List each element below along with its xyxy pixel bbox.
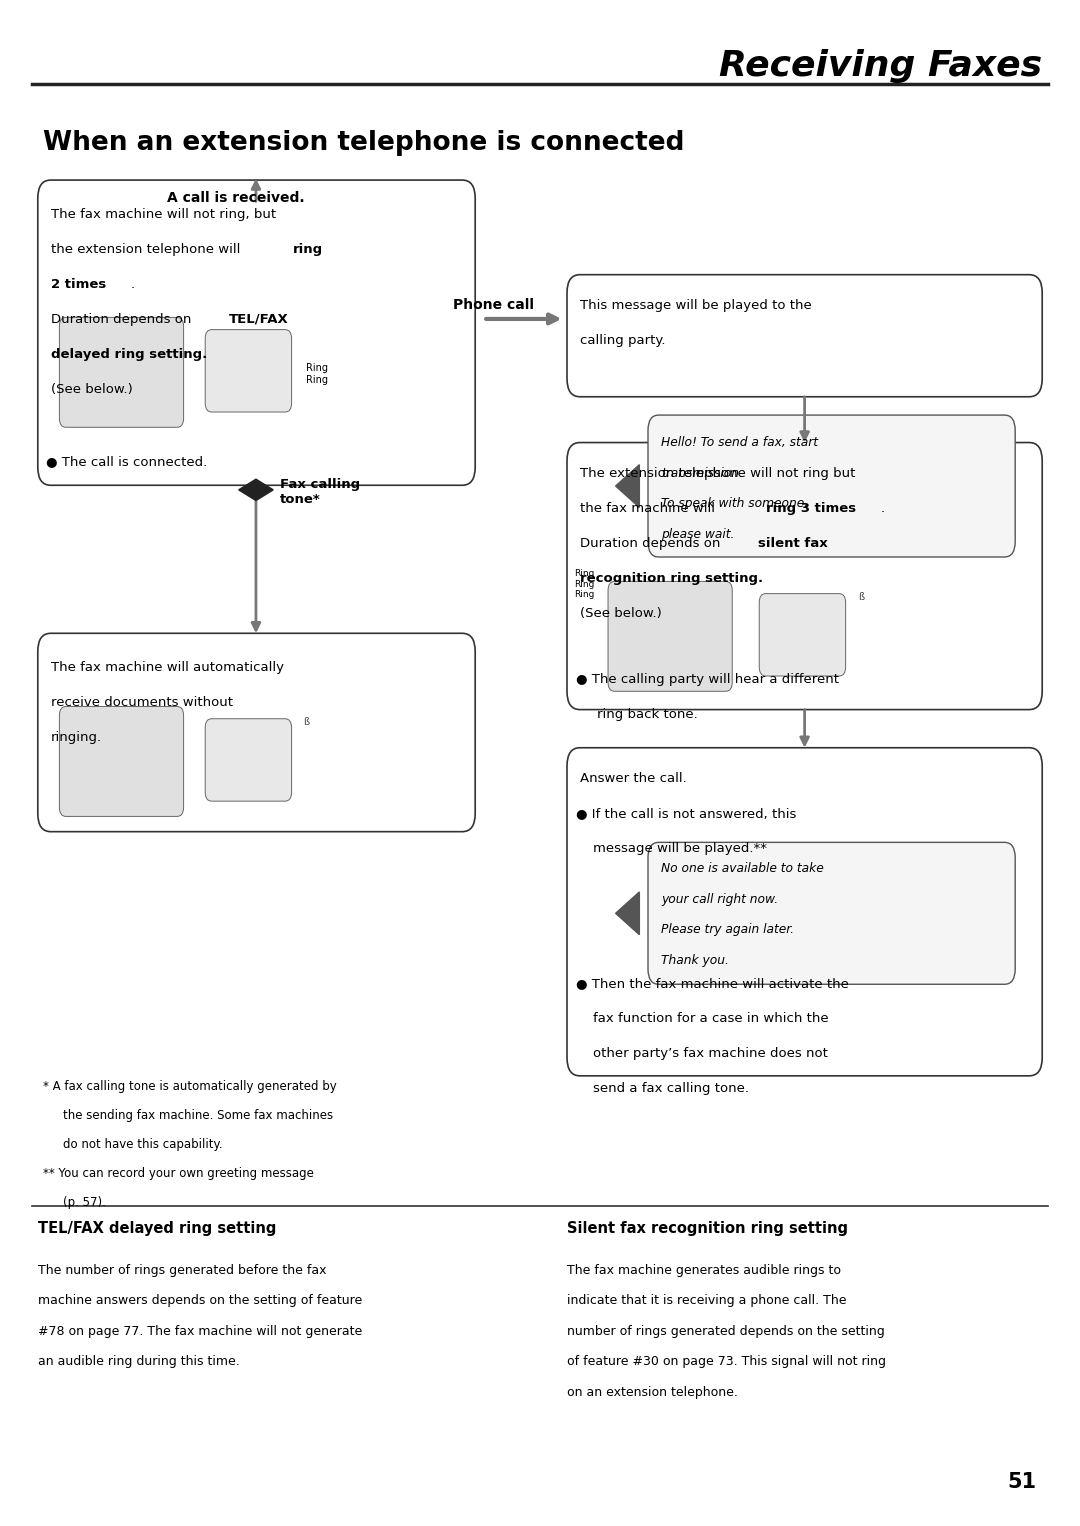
Text: other party’s fax machine does not: other party’s fax machine does not [593, 1047, 827, 1061]
Text: The fax machine generates audible rings to: The fax machine generates audible rings … [567, 1264, 841, 1277]
Text: Phone call: Phone call [454, 298, 534, 311]
FancyBboxPatch shape [567, 748, 1042, 1076]
Text: Ring
Ring
Ring: Ring Ring Ring [575, 569, 595, 600]
Text: .: . [880, 502, 885, 516]
Text: on an extension telephone.: on an extension telephone. [567, 1386, 738, 1399]
FancyBboxPatch shape [59, 317, 184, 427]
Text: #78 on page 77. The fax machine will not generate: #78 on page 77. The fax machine will not… [38, 1325, 362, 1338]
FancyBboxPatch shape [567, 275, 1042, 397]
Text: Duration depends on: Duration depends on [51, 313, 195, 327]
Text: the sending fax machine. Some fax machines: the sending fax machine. Some fax machin… [63, 1109, 333, 1123]
Text: Please try again later.: Please try again later. [661, 923, 794, 937]
Text: .: . [131, 278, 135, 291]
Text: No one is available to take: No one is available to take [661, 862, 824, 876]
Text: your call right now.: your call right now. [661, 893, 778, 906]
Text: do not have this capability.: do not have this capability. [63, 1138, 222, 1152]
FancyBboxPatch shape [648, 842, 1015, 984]
Text: delayed ring setting.: delayed ring setting. [51, 348, 207, 362]
Text: When an extension telephone is connected: When an extension telephone is connected [43, 130, 685, 156]
Text: ß: ß [859, 592, 865, 603]
Text: Fax calling
tone*: Fax calling tone* [280, 478, 360, 505]
Text: Answer the call.: Answer the call. [580, 772, 687, 786]
Text: This message will be played to the: This message will be played to the [580, 299, 812, 313]
Text: ** You can record your own greeting message: ** You can record your own greeting mess… [43, 1167, 314, 1181]
Text: fax function for a case in which the: fax function for a case in which the [593, 1012, 828, 1025]
FancyBboxPatch shape [59, 707, 184, 816]
Text: Thank you.: Thank you. [661, 954, 729, 967]
Text: ● Then the fax machine will activate the: ● Then the fax machine will activate the [576, 977, 849, 990]
FancyBboxPatch shape [648, 415, 1015, 557]
Text: ringing.: ringing. [51, 731, 102, 745]
Text: (See below.): (See below.) [51, 383, 133, 397]
Text: Ring
Ring: Ring Ring [306, 363, 327, 385]
Text: Receiving Faxes: Receiving Faxes [719, 49, 1042, 82]
Text: 51: 51 [1008, 1473, 1037, 1492]
FancyBboxPatch shape [205, 719, 292, 801]
Text: send a fax calling tone.: send a fax calling tone. [593, 1082, 748, 1096]
Text: TEL/FAX: TEL/FAX [229, 313, 288, 327]
Text: message will be played.**: message will be played.** [593, 842, 767, 856]
Text: the extension telephone will: the extension telephone will [51, 243, 244, 256]
Text: The number of rings generated before the fax: The number of rings generated before the… [38, 1264, 326, 1277]
FancyBboxPatch shape [759, 594, 846, 676]
Polygon shape [616, 464, 639, 507]
Text: an audible ring during this time.: an audible ring during this time. [38, 1355, 240, 1369]
Text: (p. 57).: (p. 57). [63, 1196, 106, 1210]
Text: silent fax: silent fax [758, 537, 828, 551]
FancyBboxPatch shape [38, 180, 475, 485]
Text: the fax machine will: the fax machine will [580, 502, 719, 516]
Text: indicate that it is receiving a phone call. The: indicate that it is receiving a phone ca… [567, 1294, 847, 1308]
Text: calling party.: calling party. [580, 334, 665, 348]
Text: ● The call is connected.: ● The call is connected. [46, 455, 207, 468]
Text: Hello! To send a fax, start: Hello! To send a fax, start [661, 436, 818, 450]
FancyBboxPatch shape [567, 443, 1042, 710]
Text: ring back tone.: ring back tone. [597, 708, 698, 722]
Text: ß: ß [303, 717, 310, 728]
Text: ● The calling party will hear a different: ● The calling party will hear a differen… [576, 673, 839, 687]
FancyBboxPatch shape [38, 633, 475, 832]
Text: The fax machine will not ring, but: The fax machine will not ring, but [51, 208, 275, 221]
Polygon shape [616, 891, 639, 934]
Text: number of rings generated depends on the setting: number of rings generated depends on the… [567, 1325, 885, 1338]
Text: please wait.: please wait. [661, 528, 734, 542]
Text: receive documents without: receive documents without [51, 696, 233, 710]
FancyBboxPatch shape [205, 330, 292, 412]
Text: A call is received.: A call is received. [167, 191, 305, 204]
Polygon shape [239, 479, 273, 501]
Text: Duration depends on: Duration depends on [580, 537, 725, 551]
Text: recognition ring setting.: recognition ring setting. [580, 572, 764, 586]
Text: * A fax calling tone is automatically generated by: * A fax calling tone is automatically ge… [43, 1080, 337, 1094]
Text: ring: ring [293, 243, 323, 256]
Text: of feature #30 on page 73. This signal will not ring: of feature #30 on page 73. This signal w… [567, 1355, 886, 1369]
Text: Silent fax recognition ring setting: Silent fax recognition ring setting [567, 1221, 848, 1236]
Text: To speak with someone,: To speak with someone, [661, 497, 808, 511]
Text: TEL/FAX delayed ring setting: TEL/FAX delayed ring setting [38, 1221, 276, 1236]
FancyBboxPatch shape [608, 581, 732, 691]
Text: transmission.: transmission. [661, 467, 743, 481]
Text: The fax machine will automatically: The fax machine will automatically [51, 661, 284, 674]
Text: ring 3 times: ring 3 times [766, 502, 855, 516]
Text: ● If the call is not answered, this: ● If the call is not answered, this [576, 807, 796, 821]
Text: The extension telephone will not ring but: The extension telephone will not ring bu… [580, 467, 855, 481]
Text: 2 times: 2 times [51, 278, 106, 291]
Text: machine answers depends on the setting of feature: machine answers depends on the setting o… [38, 1294, 362, 1308]
Text: (See below.): (See below.) [580, 607, 662, 621]
